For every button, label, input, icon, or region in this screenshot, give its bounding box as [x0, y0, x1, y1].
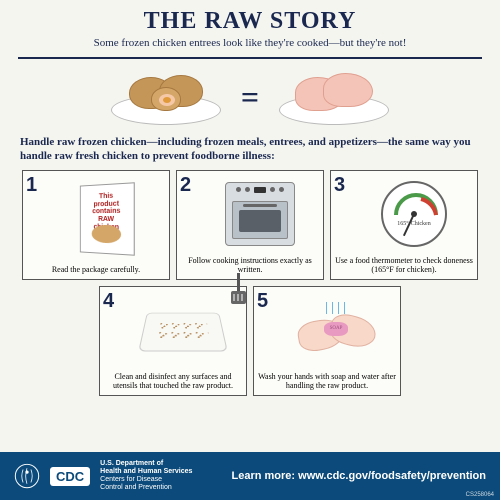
- step-caption: Wash your hands with soap and water afte…: [254, 370, 400, 394]
- steps-row-1: 1 This product contains RAW chicken Read…: [0, 170, 500, 280]
- handwashing-icon: SOAP: [254, 287, 400, 371]
- raw-chicken-plate: [279, 67, 389, 127]
- steps-row-2: 4 Clean and disinfect any surfaces and u…: [0, 286, 500, 396]
- header: THE RAW STORY Some frozen chicken entree…: [0, 0, 500, 53]
- cutting-board-icon: [100, 287, 246, 371]
- step-number: 3: [334, 174, 345, 197]
- step-caption: Use a food thermometer to check doneness…: [331, 254, 477, 278]
- spatula-icon: [226, 273, 252, 307]
- cs-number: CS258064: [466, 492, 494, 498]
- step-number: 5: [257, 290, 268, 313]
- step-1: 1 This product contains RAW chicken Read…: [22, 170, 170, 280]
- equals-sign: =: [241, 79, 259, 116]
- footer: CDC U.S. Department of Health and Human …: [0, 452, 500, 500]
- title: THE RAW STORY: [20, 8, 480, 35]
- learn-more-link[interactable]: Learn more: www.cdc.gov/foodsafety/preve…: [232, 470, 486, 482]
- thermometer-icon: 165°-Chicken: [331, 171, 477, 255]
- step-caption: Read the package carefully.: [23, 263, 169, 278]
- comparison-row: =: [0, 63, 500, 133]
- breaded-chicken-plate: [111, 67, 221, 127]
- cdc-badge: CDC: [50, 467, 90, 486]
- instruction-text: Handle raw frozen chicken—including froz…: [0, 133, 500, 170]
- step-number: 1: [26, 174, 37, 197]
- step-5: 5 SOAP Wash your hands with soap and wat…: [253, 286, 401, 396]
- step-caption: Clean and disinfect any surfaces and ute…: [100, 370, 246, 394]
- step-2: 2 Follow cooking instructions exactly as…: [176, 170, 324, 280]
- subtitle: Some frozen chicken entrees look like th…: [20, 37, 480, 49]
- step-3: 3 165°-Chicken Use a food thermometer to…: [330, 170, 478, 280]
- hhs-logo-icon: [14, 463, 40, 489]
- department-text: U.S. Department of Health and Human Serv…: [100, 460, 192, 492]
- soap-label: SOAP: [324, 322, 348, 336]
- divider: [18, 57, 482, 59]
- package-icon: This product contains RAW chicken: [23, 171, 169, 264]
- step-4: 4 Clean and disinfect any surfaces and u…: [99, 286, 247, 396]
- oven-icon: [177, 171, 323, 255]
- thermo-label: 165°-Chicken: [383, 221, 445, 227]
- infographic-container: THE RAW STORY Some frozen chicken entree…: [0, 0, 500, 500]
- step-number: 2: [180, 174, 191, 197]
